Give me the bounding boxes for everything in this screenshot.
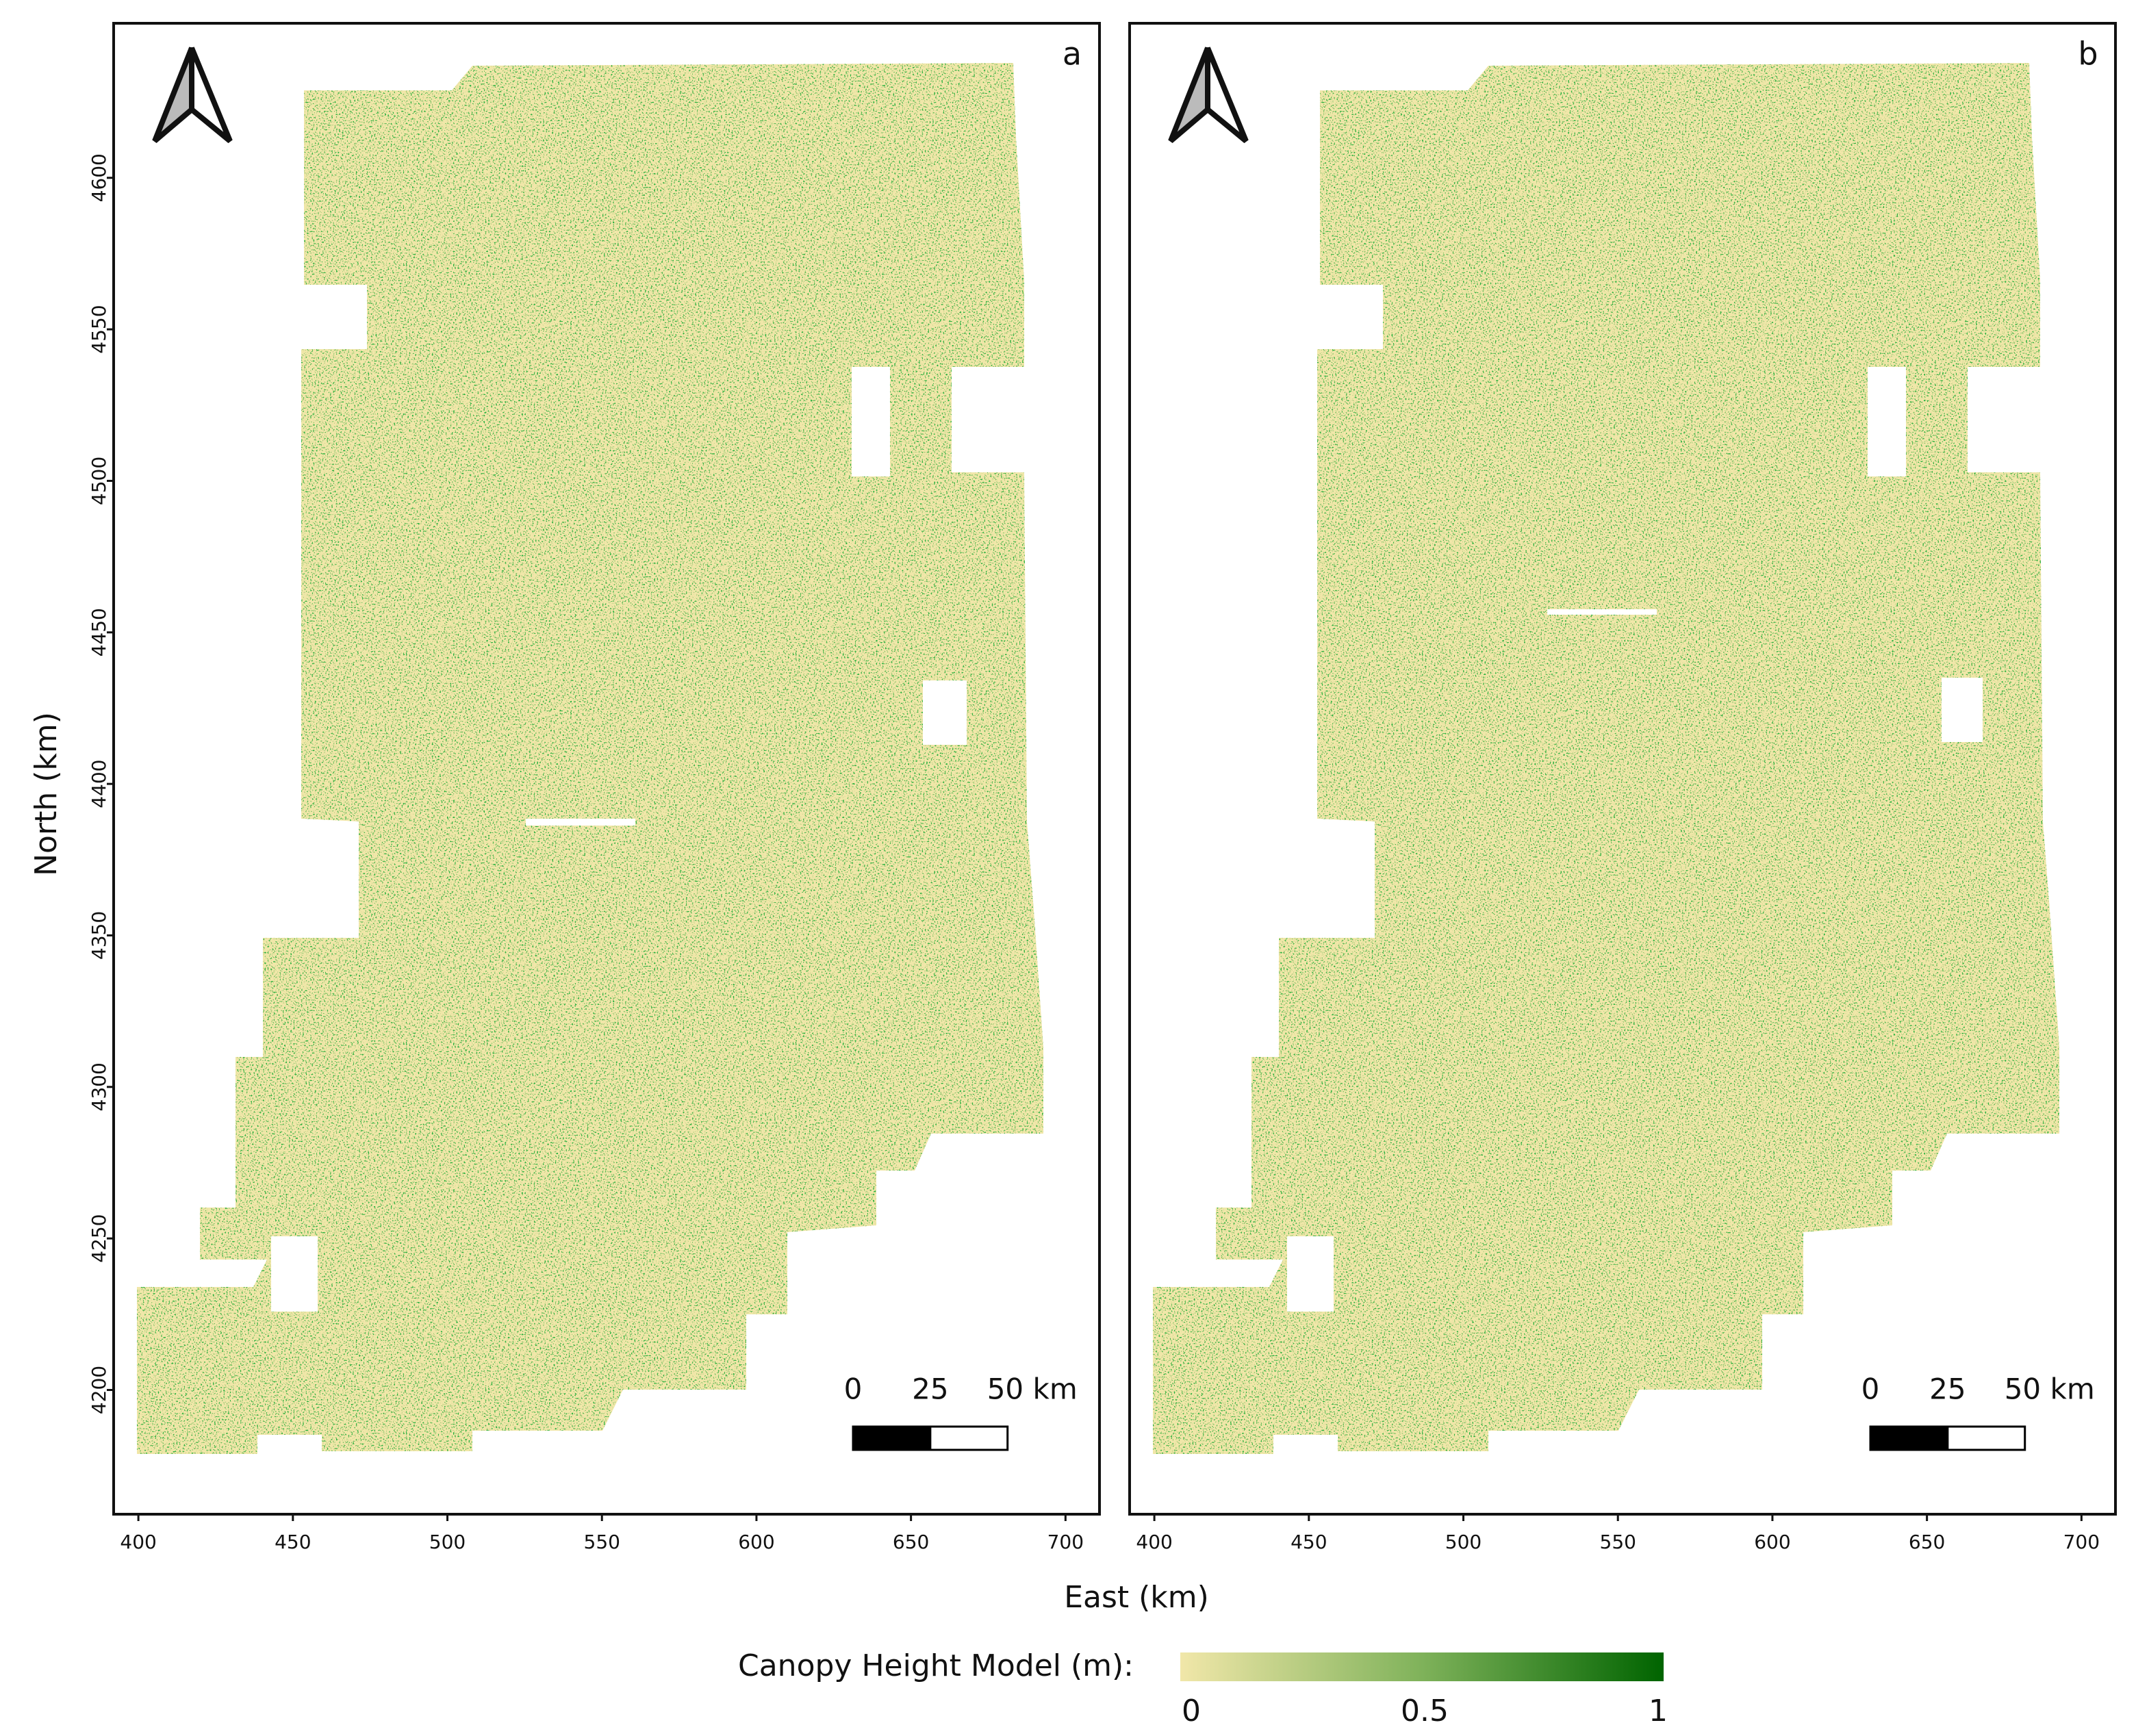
x-tick-label: 650 [893, 1531, 929, 1553]
x-tick-label: 400 [120, 1531, 156, 1553]
scale-bar-label: 50 km [2005, 1373, 2095, 1406]
y-tick-label: 4450 [88, 608, 110, 656]
x-tick-label: 400 [1136, 1531, 1172, 1553]
scale-bar-label: 50 km [987, 1373, 1078, 1406]
x-tick-label: 600 [738, 1531, 774, 1553]
north-arrow [155, 48, 230, 141]
x-tick-label: 600 [1754, 1531, 1790, 1553]
x-tick-label: 500 [429, 1531, 466, 1553]
map-a [137, 63, 1043, 1454]
y-tick-label: 4300 [88, 1062, 110, 1111]
y-tick-label: 4600 [88, 153, 110, 202]
panel-frame [112, 22, 1101, 1516]
scale-bar-label: 25 [912, 1373, 948, 1406]
y-tick-label: 4250 [88, 1214, 110, 1263]
y-tick-label: 4200 [88, 1366, 110, 1414]
x-tick-label: 450 [1290, 1531, 1327, 1553]
y-tick-label: 4400 [88, 760, 110, 808]
colorbar [1180, 1652, 1664, 1681]
colorbar-tick-label: 1 [1649, 1694, 1668, 1728]
x-axis-label: East (km) [1064, 1580, 1209, 1615]
x-tick-label: 700 [2063, 1531, 2100, 1553]
panel-frame [1128, 22, 2117, 1516]
colorbar-tick-label: 0.5 [1401, 1694, 1449, 1728]
y-tick-label: 4350 [88, 911, 110, 960]
y-axis-label: North (km) [29, 712, 64, 876]
x-tick-label: 450 [275, 1531, 311, 1553]
north-arrow [1171, 48, 1246, 141]
scale-bar-segment [852, 1425, 932, 1451]
colorbar-tick-label: 0 [1182, 1694, 1201, 1728]
panel-label: b [2078, 36, 2098, 73]
y-tick-label: 4550 [88, 305, 110, 353]
map-b [1153, 63, 2059, 1454]
x-tick-label: 500 [1445, 1531, 1482, 1553]
scale-bar-segment [929, 1425, 1009, 1451]
y-tick-label: 4500 [88, 457, 110, 505]
scale-bar-segment [1946, 1425, 2026, 1451]
x-tick-label: 550 [584, 1531, 620, 1553]
x-tick-label: 650 [1909, 1531, 1945, 1553]
x-tick-label: 550 [1600, 1531, 1636, 1553]
scale-bar-label: 0 [1861, 1373, 1880, 1406]
colorbar-title: Canopy Height Model (m): [738, 1648, 1134, 1683]
scale-bar-segment [1869, 1425, 1949, 1451]
panel-label: a [1063, 36, 1082, 73]
scale-bar-label: 0 [844, 1373, 863, 1406]
scale-bar-label: 25 [1929, 1373, 1966, 1406]
x-tick-label: 700 [1047, 1531, 1084, 1553]
